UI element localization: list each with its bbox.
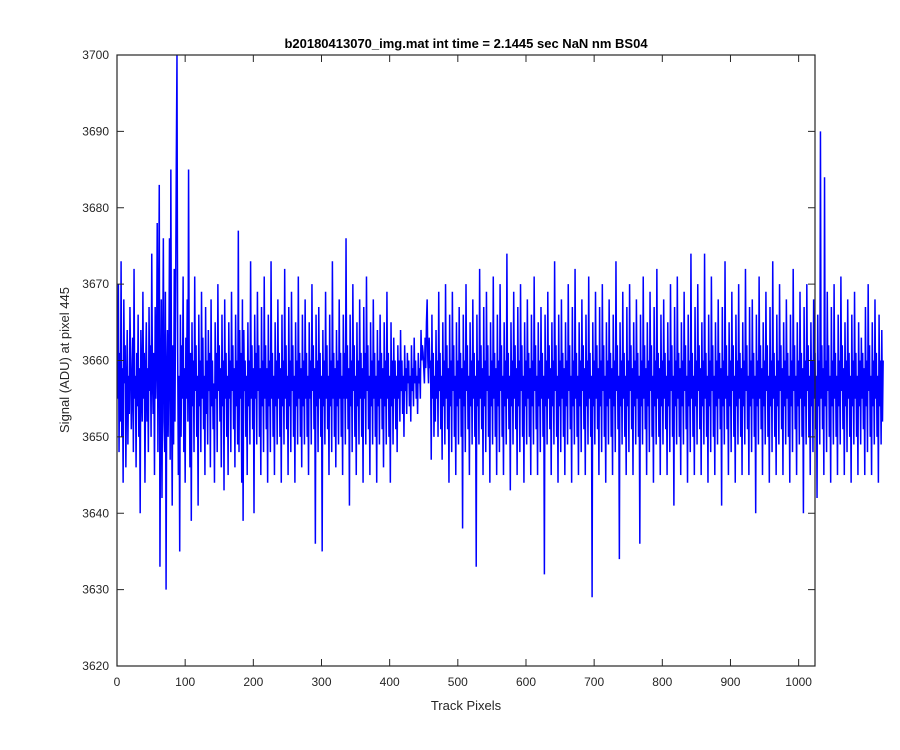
x-tick-label: 300 — [311, 675, 331, 689]
y-tick-label: 3640 — [82, 506, 109, 520]
x-tick-label: 900 — [720, 675, 740, 689]
x-tick-label: 700 — [584, 675, 604, 689]
x-tick-label: 100 — [175, 675, 195, 689]
x-tick-label: 1000 — [785, 675, 812, 689]
y-tick-label: 3650 — [82, 430, 109, 444]
y-tick-label: 3690 — [82, 124, 109, 138]
x-tick-label: 0 — [114, 675, 121, 689]
x-tick-label: 600 — [516, 675, 536, 689]
ticks-layer: 0 100 200 300 400 500 600 700 800 900 1000 3620 3630… — [82, 48, 815, 689]
y-tick-label: 3700 — [82, 48, 109, 62]
chart-title: b20180413070_img.mat int time = 2.1445 s… — [284, 36, 648, 51]
x-tick-label: 200 — [243, 675, 263, 689]
x-tick-label: 500 — [448, 675, 468, 689]
y-tick-label: 3620 — [82, 659, 109, 673]
series-layer — [116, 54, 884, 598]
y-tick-label: 3630 — [82, 583, 109, 597]
x-tick-label: 400 — [380, 675, 400, 689]
y-tick-label: 3680 — [82, 201, 109, 215]
y-tick-label: 3670 — [82, 277, 109, 291]
y-tick-label: 3660 — [82, 354, 109, 368]
y-axis-title: Signal (ADU) at pixel 445 — [57, 287, 72, 433]
signal-series-line — [116, 54, 884, 598]
x-axis-title: Track Pixels — [431, 698, 502, 713]
x-tick-label: 800 — [652, 675, 672, 689]
